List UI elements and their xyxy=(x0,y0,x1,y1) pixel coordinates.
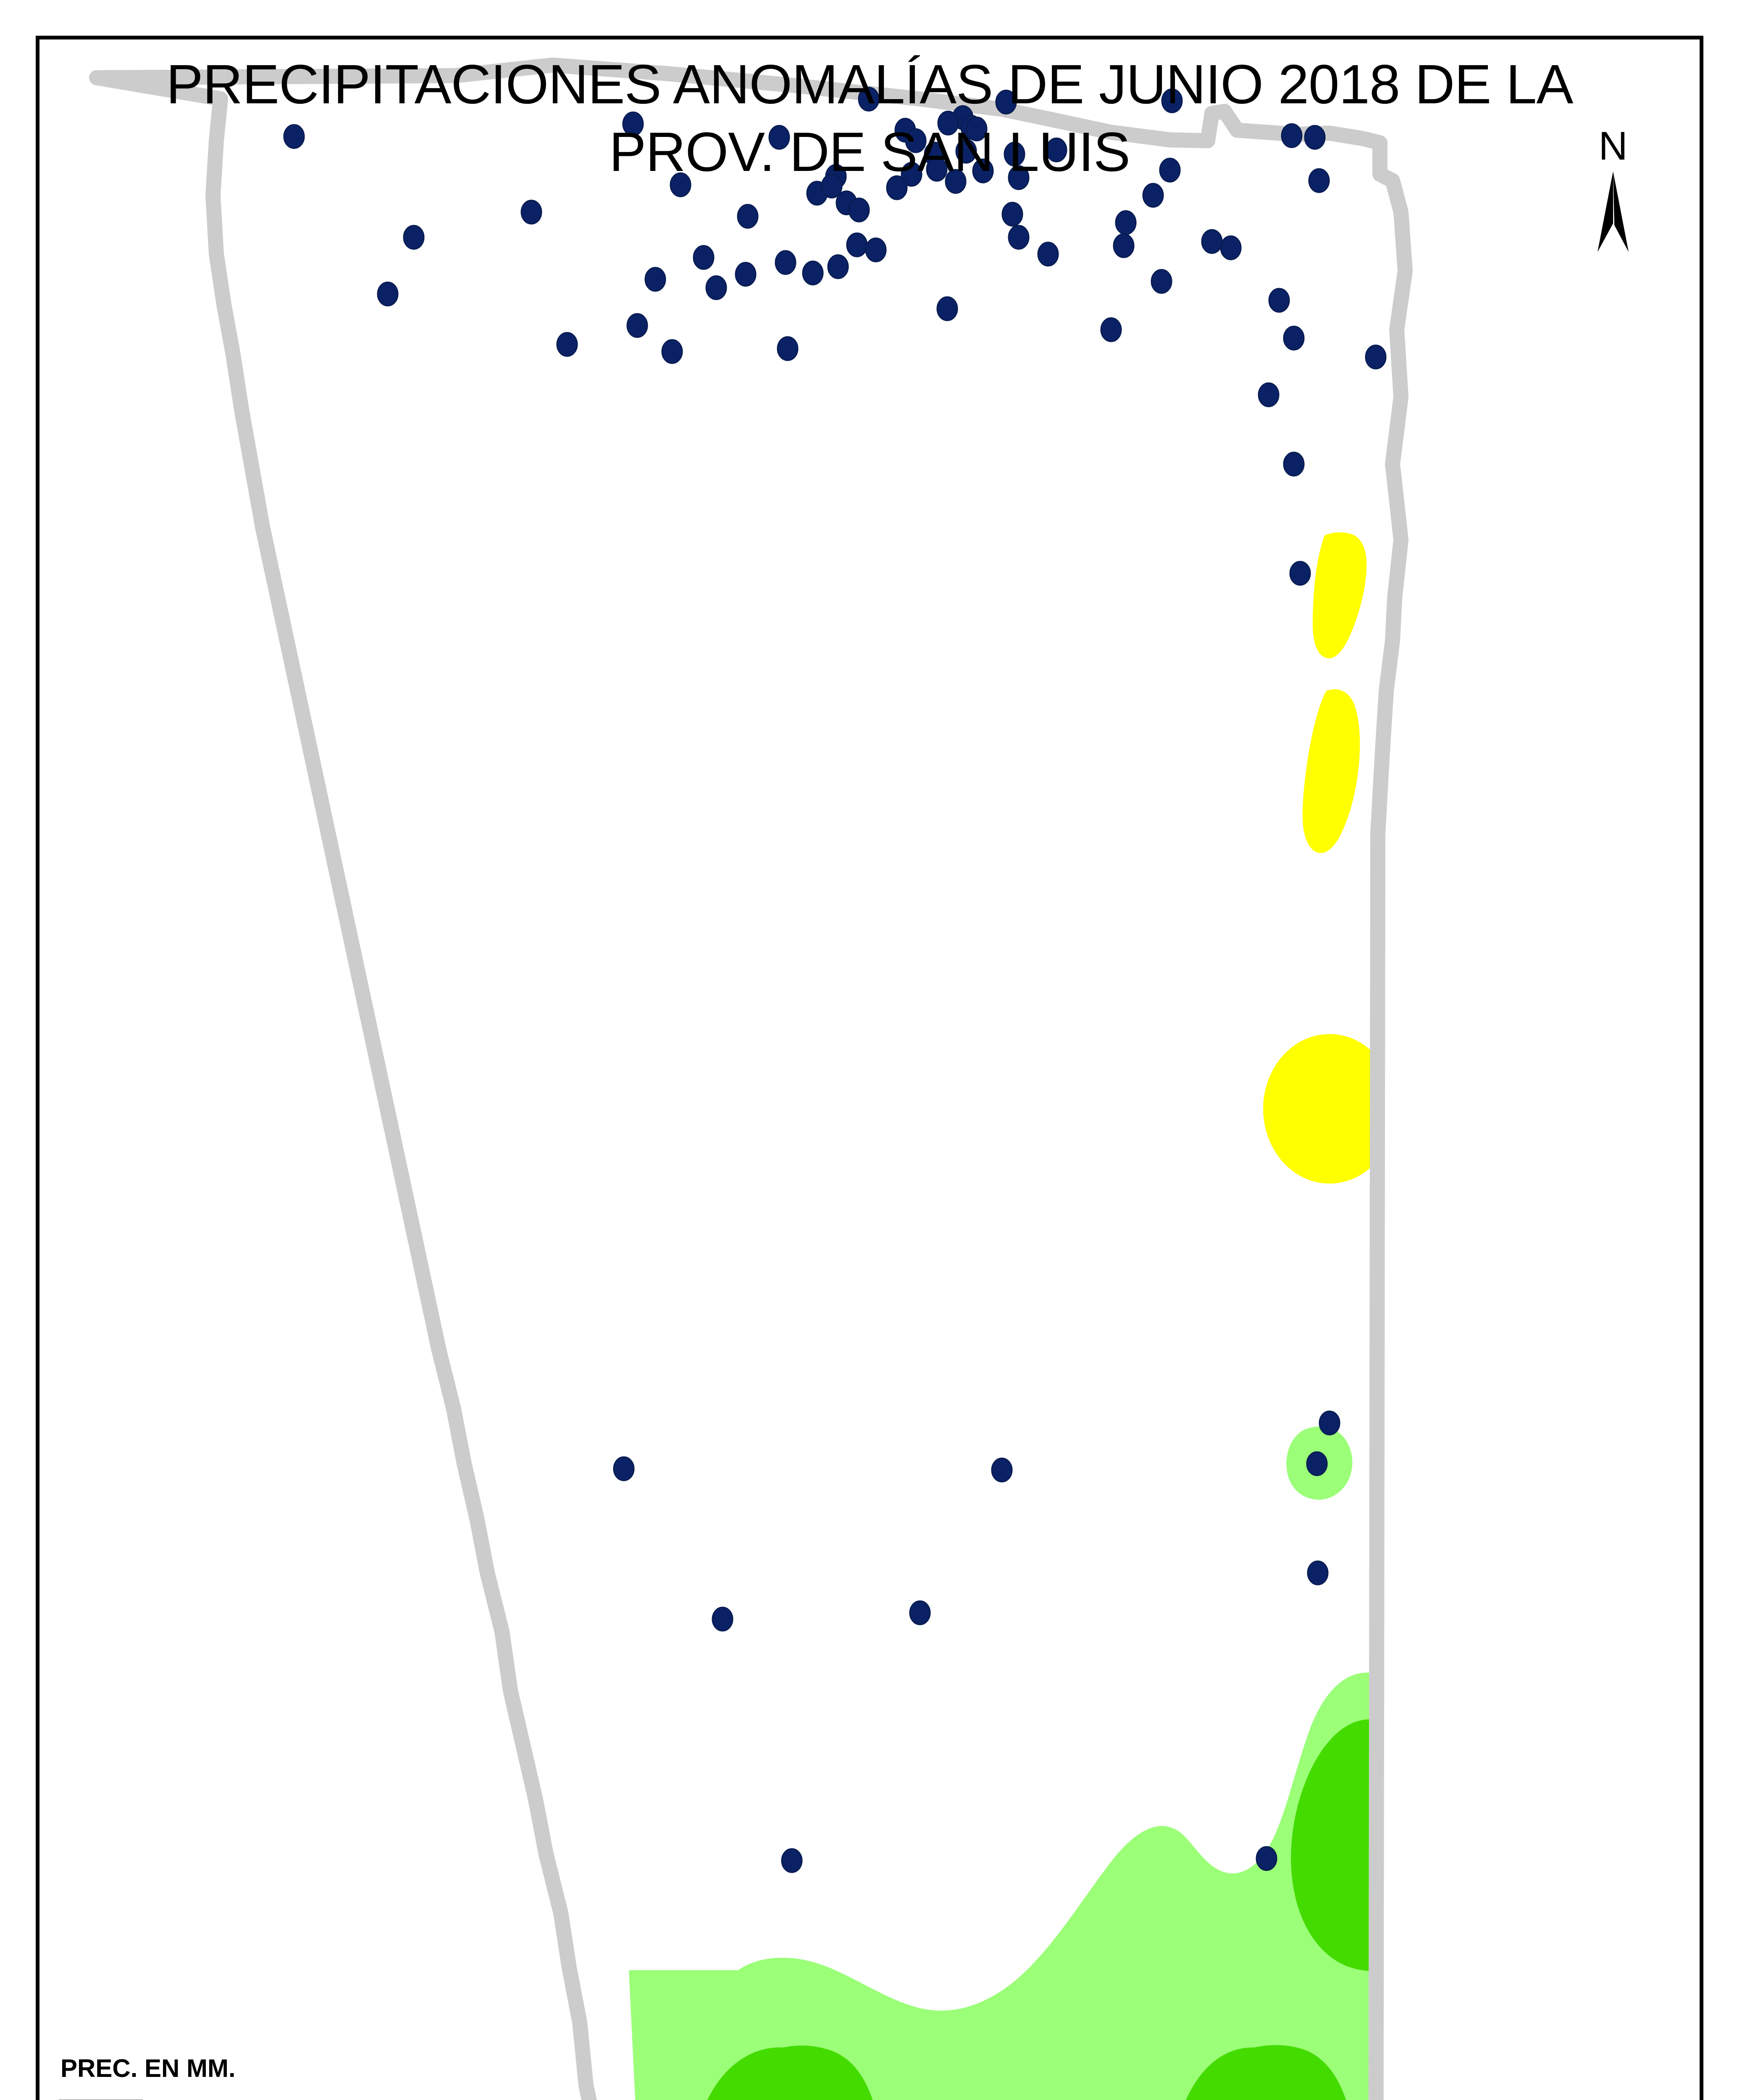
station-point xyxy=(802,260,824,286)
north-arrow-label: N xyxy=(1598,123,1628,168)
station-point xyxy=(995,89,1017,115)
station-point xyxy=(865,237,887,262)
station-point xyxy=(1008,165,1030,190)
station-point xyxy=(966,116,988,142)
station-point xyxy=(693,245,715,270)
station-point xyxy=(936,296,958,321)
station-point xyxy=(737,204,759,229)
station-point xyxy=(821,173,843,199)
station-point xyxy=(712,1606,733,1632)
station-point xyxy=(937,110,959,136)
map-legend: PREC. EN MM. -20 a -10 -10 a 10 10 a 20 … xyxy=(59,2054,563,2100)
station-point xyxy=(1100,317,1122,342)
station-point xyxy=(972,158,994,184)
station-point xyxy=(626,313,648,338)
station-point xyxy=(670,172,691,197)
station-point xyxy=(1037,242,1059,267)
station-point xyxy=(1283,452,1305,477)
station-point xyxy=(1283,326,1305,351)
station-point xyxy=(622,111,644,136)
station-point xyxy=(768,125,790,150)
station-point xyxy=(1281,123,1303,148)
station-point xyxy=(661,339,683,364)
station-point xyxy=(945,169,967,194)
station-point xyxy=(1258,382,1280,407)
station-point xyxy=(905,128,927,153)
station-point xyxy=(613,1456,635,1481)
anomaly-zone-yellow-northeast xyxy=(1313,532,1367,659)
station-point xyxy=(556,332,578,357)
station-point xyxy=(1142,183,1164,208)
station-point xyxy=(886,175,908,200)
anomaly-zone-yellow-east xyxy=(1302,689,1360,853)
north-arrow-icon xyxy=(1598,171,1629,252)
station-point xyxy=(1365,344,1387,370)
station-point xyxy=(283,124,305,149)
station-point xyxy=(1289,561,1311,586)
station-point xyxy=(1001,202,1023,227)
station-point xyxy=(1308,168,1330,193)
station-point xyxy=(909,1600,931,1625)
station-point xyxy=(705,275,727,300)
station-point xyxy=(846,232,868,257)
station-point xyxy=(1307,1560,1329,1586)
station-point xyxy=(827,254,849,279)
station-point xyxy=(1220,235,1242,260)
station-point xyxy=(926,157,948,182)
station-point xyxy=(991,1457,1013,1483)
station-point xyxy=(1268,288,1290,313)
station-point xyxy=(1113,233,1135,258)
page-title-line2: PROV. DE SAN LUIS xyxy=(609,121,1130,183)
station-point xyxy=(1046,137,1067,163)
station-point xyxy=(520,200,542,225)
legend-heading: PREC. EN MM. xyxy=(60,2054,236,2082)
station-point xyxy=(1306,1451,1328,1476)
station-point xyxy=(1004,142,1025,167)
station-point xyxy=(1304,125,1326,150)
station-point xyxy=(781,1848,803,1873)
station-point xyxy=(1159,158,1181,183)
province-boundary xyxy=(89,58,1413,2100)
station-point xyxy=(1319,1410,1340,1436)
station-point xyxy=(735,262,757,287)
station-point xyxy=(777,336,799,361)
station-point xyxy=(1151,269,1172,294)
page-title: PRECIPITACIONES ANOMALÍAS DE JUNIO 2018 … xyxy=(50,50,1689,186)
anomaly-zone-yellow-central xyxy=(1263,1034,1396,1184)
station-point xyxy=(1008,225,1030,250)
station-point xyxy=(1115,210,1137,235)
north-arrow: N xyxy=(1571,126,1655,256)
station-point xyxy=(377,281,399,307)
province-polygon xyxy=(97,65,1405,2100)
station-point xyxy=(1161,88,1183,113)
station-layer xyxy=(283,87,1387,1873)
precipitation-anomaly-map xyxy=(89,58,1413,2100)
station-point xyxy=(901,162,922,187)
station-point xyxy=(775,250,796,275)
legend-item-yellow: -20 a -10 xyxy=(59,2097,563,2100)
station-point xyxy=(955,139,977,164)
station-point xyxy=(1256,1846,1277,1871)
station-point xyxy=(1201,229,1223,254)
station-point xyxy=(644,267,666,292)
station-point xyxy=(858,87,880,112)
station-point xyxy=(848,197,870,223)
anomaly-zone-darkgreen-northeast xyxy=(1291,1719,1376,1971)
station-point xyxy=(403,225,425,250)
page-title-line1: PRECIPITACIONES ANOMALÍAS DE JUNIO 2018 … xyxy=(166,53,1574,115)
